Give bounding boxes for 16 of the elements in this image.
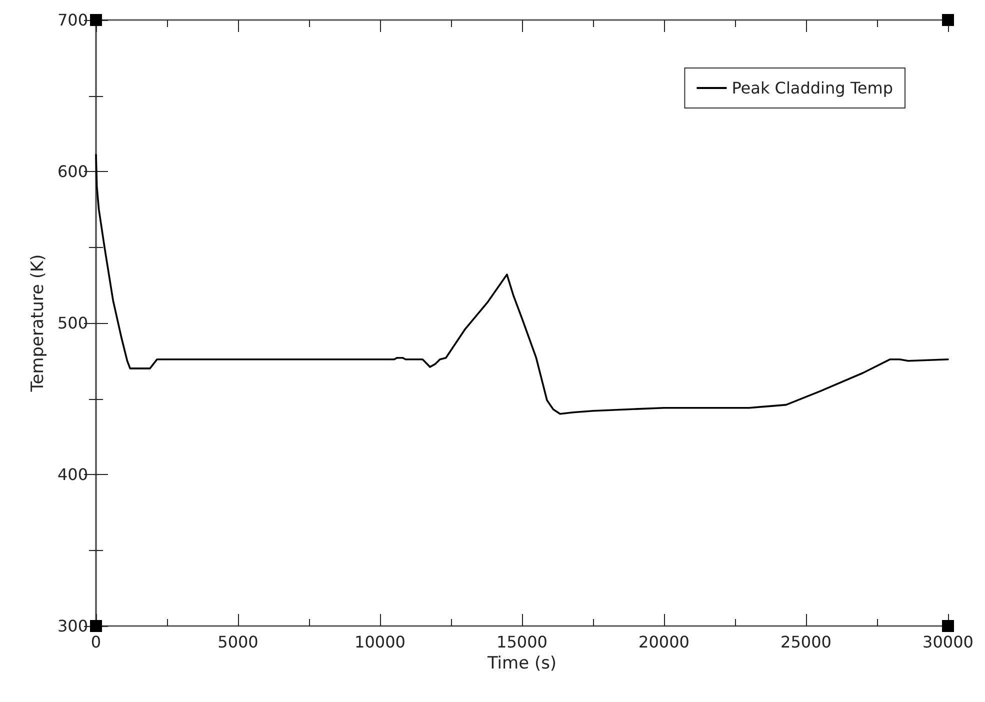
line-series [95, 154, 949, 415]
y-tick-label: 600 [57, 162, 88, 181]
x-tick-label: 25000 [780, 632, 832, 652]
x-tick-label: 20000 [638, 632, 690, 652]
x-tick-label: 0 [90, 632, 102, 652]
x-tick-label: 30000 [922, 632, 974, 652]
legend-label: Peak Cladding Temp [732, 78, 893, 98]
x-tick-label: 15000 [496, 632, 548, 652]
x-axis-title: Time (s) [486, 653, 557, 674]
y-tick-label: 300 [57, 616, 88, 636]
y-axis-title: Temperature (K) [28, 254, 48, 393]
y-tick-label: 500 [57, 314, 88, 332]
x-tick-label: 5000 [218, 632, 258, 652]
y-tick-label: 400 [57, 465, 88, 484]
x-tick-label: 10000 [354, 632, 406, 652]
y-tick-label: 700 [57, 10, 88, 30]
